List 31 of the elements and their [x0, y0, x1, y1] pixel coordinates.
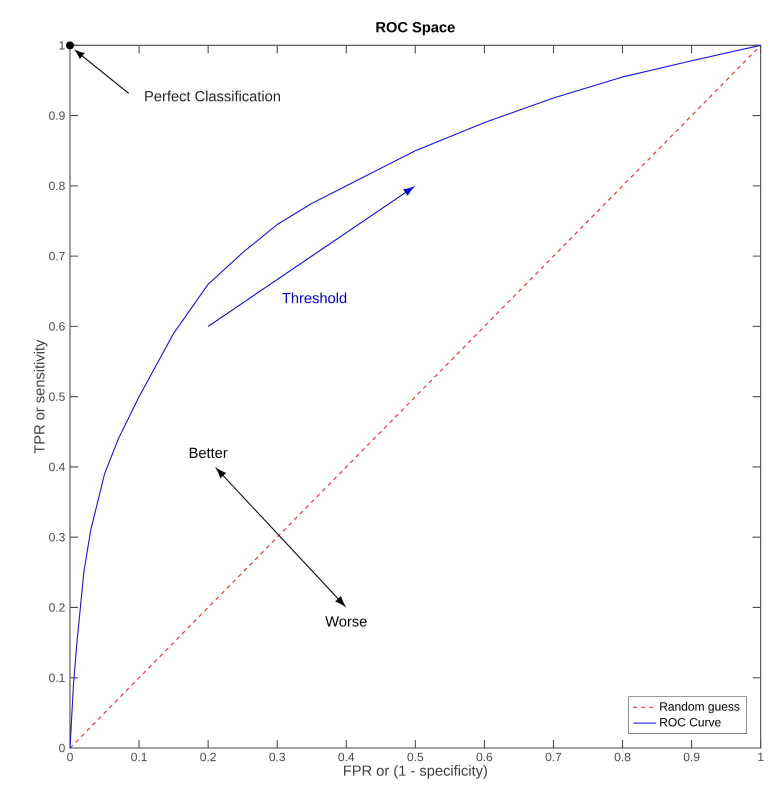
y-tick-label: 0.4 [49, 462, 65, 472]
x-tick-label: 0.3 [269, 752, 286, 762]
annotation: Threshold [282, 292, 346, 304]
x-tick-label: 0.2 [200, 752, 216, 762]
y-tick-label: 0.7 [49, 252, 65, 260]
x-tick-label: 0.9 [684, 752, 700, 762]
chart-title: ROC Space [376, 22, 455, 36]
y-tick-label: 0 [59, 744, 65, 752]
y-axis-title: TPR or sensitivity [34, 340, 48, 454]
annotation: Better [190, 448, 228, 458]
annotation: Perfect Classification [145, 90, 280, 102]
annotation: Worse [325, 616, 367, 627]
y-tick-label: 0.8 [49, 182, 65, 190]
x-tick-label: 1 [758, 752, 764, 761]
x-tick-label: 0.8 [614, 752, 630, 762]
legend-label: Random guess [660, 702, 740, 714]
y-tick-label: 0.5 [49, 392, 65, 401]
y-tick-label: 0.9 [49, 111, 65, 120]
legend-label: ROC Curve [660, 718, 721, 726]
y-tick-label: 0.1 [49, 673, 65, 682]
y-tick-label: 0.3 [49, 532, 65, 542]
x-tick-label: 0.7 [546, 752, 562, 762]
x-tick-label: 0.1 [131, 752, 147, 762]
y-tick-label: 0.6 [49, 322, 65, 331]
x-axis-title: FPR or (1 - specificity) [344, 765, 487, 779]
x-tick-label: 0.5 [407, 752, 424, 762]
x-tick-label: 0 [67, 752, 73, 762]
y-tick-label: 1 [60, 41, 65, 50]
x-tick-label: 0.4 [338, 752, 354, 762]
y-tick-label: 0.2 [49, 603, 65, 612]
x-tick-label: 0.6 [476, 752, 492, 762]
